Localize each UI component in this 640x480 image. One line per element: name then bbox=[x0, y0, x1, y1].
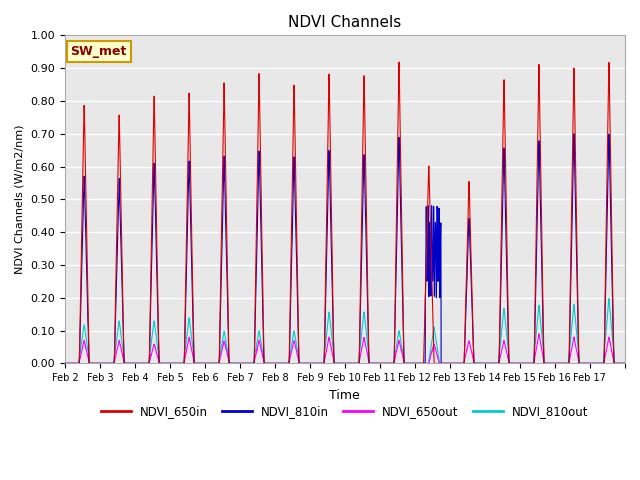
NDVI_650in bbox=[614, 360, 622, 366]
NDVI_650out bbox=[614, 360, 622, 366]
NDVI_810in bbox=[417, 360, 424, 366]
NDVI_810in bbox=[614, 360, 622, 366]
Line: NDVI_810in: NDVI_810in bbox=[65, 134, 625, 363]
Line: NDVI_810out: NDVI_810out bbox=[65, 299, 625, 363]
NDVI_810out bbox=[417, 360, 424, 366]
NDVI_650out bbox=[176, 360, 184, 366]
NDVI_650out bbox=[536, 332, 543, 338]
NDVI_810in bbox=[502, 210, 509, 216]
NDVI_810out bbox=[466, 360, 474, 366]
NDVI_650out bbox=[466, 341, 474, 347]
NDVI_650in bbox=[176, 360, 184, 366]
NDVI_810in bbox=[466, 235, 474, 241]
Legend: NDVI_650in, NDVI_810in, NDVI_650out, NDVI_810out: NDVI_650in, NDVI_810in, NDVI_650out, NDV… bbox=[97, 401, 593, 423]
NDVI_650in bbox=[466, 213, 474, 218]
Line: NDVI_650out: NDVI_650out bbox=[65, 334, 625, 363]
NDVI_650in bbox=[536, 73, 543, 79]
NDVI_810out bbox=[605, 296, 612, 301]
NDVI_810in bbox=[621, 360, 628, 366]
NDVI_810in bbox=[61, 360, 69, 366]
NDVI_650in bbox=[502, 172, 509, 178]
NDVI_650out bbox=[621, 360, 628, 366]
NDVI_810out bbox=[61, 360, 69, 366]
NDVI_810out bbox=[614, 360, 622, 366]
NDVI_650out bbox=[535, 331, 543, 336]
NDVI_810in bbox=[176, 360, 184, 366]
NDVI_810out bbox=[176, 360, 184, 366]
NDVI_810out bbox=[502, 320, 509, 325]
NDVI_650in bbox=[621, 360, 628, 366]
Title: NDVI Channels: NDVI Channels bbox=[288, 15, 401, 30]
NDVI_810out bbox=[621, 360, 628, 366]
NDVI_650out bbox=[417, 360, 424, 366]
Line: NDVI_650in: NDVI_650in bbox=[65, 62, 625, 363]
Text: SW_met: SW_met bbox=[70, 45, 127, 58]
X-axis label: Time: Time bbox=[330, 389, 360, 402]
Y-axis label: NDVI Channels (W/m2/nm): NDVI Channels (W/m2/nm) bbox=[15, 125, 25, 274]
NDVI_650out bbox=[502, 345, 509, 350]
NDVI_810in bbox=[535, 138, 543, 144]
NDVI_650in bbox=[61, 360, 69, 366]
NDVI_810in bbox=[570, 131, 578, 137]
NDVI_650out bbox=[61, 360, 69, 366]
NDVI_650in bbox=[396, 59, 403, 65]
NDVI_810out bbox=[535, 302, 543, 308]
NDVI_650in bbox=[417, 360, 424, 366]
